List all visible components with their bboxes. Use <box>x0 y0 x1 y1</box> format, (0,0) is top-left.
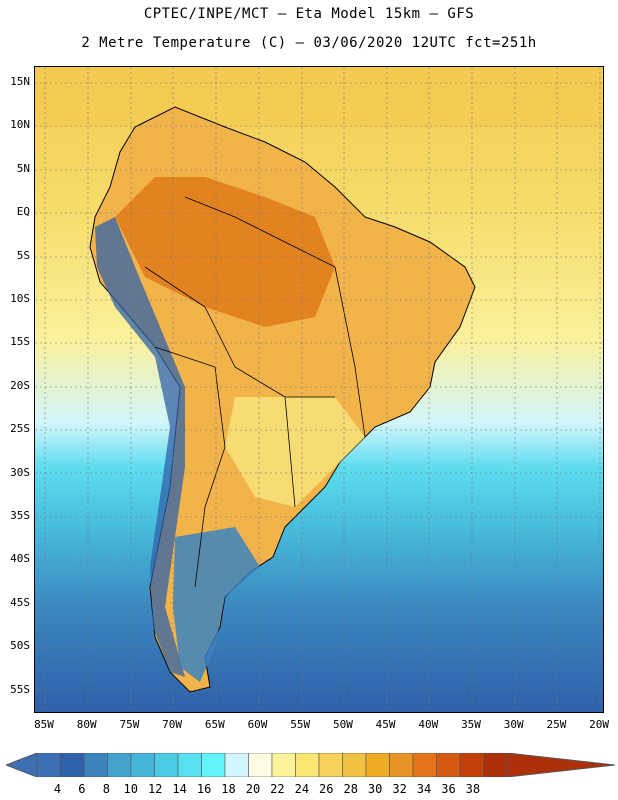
chart-subtitle: 2 Metre Temperature (C) – 03/06/2020 12U… <box>81 35 537 51</box>
colorbar-swatch <box>60 753 85 777</box>
lat-label: 25S <box>10 422 30 436</box>
andes-cool-strip <box>95 217 185 677</box>
country-borders <box>144 196 366 588</box>
colorbar-swatch <box>412 753 437 777</box>
lon-label: 20W <box>589 718 610 731</box>
lat-label: 5N <box>16 161 30 175</box>
lat-label: 10S <box>10 292 30 305</box>
colorbar-swatch <box>318 753 343 777</box>
colorbar-label: 38 <box>465 782 481 796</box>
lat-label: EQ <box>16 205 30 219</box>
chart-title: CPTEC/INPE/MCT – Eta Model 15km – GFS <box>143 6 475 22</box>
lat-label: 55S <box>10 682 30 696</box>
colorbar <box>6 753 616 777</box>
lon-label: 70W <box>162 718 183 731</box>
ocean-warm-band <box>35 67 603 127</box>
lon-label: 75W <box>119 718 140 731</box>
colorbar-label: 36 <box>441 782 456 796</box>
colorbar-label: 8 <box>102 782 110 796</box>
colorbar-label: 28 <box>343 782 358 796</box>
colorbar-label: 32 <box>392 782 407 796</box>
colorbar-swatch <box>436 753 461 777</box>
colorbar-label: 22 <box>270 782 285 796</box>
lat-label: 30S <box>10 465 30 479</box>
colorbar-swatch <box>295 753 320 777</box>
lon-label: 60W <box>247 718 268 731</box>
colorbar-swatch <box>154 753 179 777</box>
colorbar-swatch <box>36 753 61 777</box>
lon-label: 65W <box>204 718 225 731</box>
lat-label: 5S <box>16 248 30 262</box>
colorbar-label: 14 <box>172 782 187 796</box>
lat-label: 15N <box>10 75 30 88</box>
colorbar-swatch <box>201 753 226 777</box>
lat-label: 45S <box>10 595 30 609</box>
colorbar-over-arrow <box>506 753 616 777</box>
lat-label: 10N <box>10 118 30 132</box>
colorbar-label: 10 <box>123 782 138 796</box>
colorbar-label: 26 <box>319 782 334 796</box>
lon-label: 40W <box>418 718 439 731</box>
lat-label: 35S <box>10 509 30 522</box>
lon-label: 25W <box>546 718 567 731</box>
colorbar-swatch <box>389 753 414 777</box>
colorbar-swatch <box>224 753 249 777</box>
colorbar-label: 16 <box>196 782 212 796</box>
lon-label: 45W <box>375 718 396 731</box>
lat-label: 20S <box>10 378 30 392</box>
temperature-map <box>34 66 604 713</box>
amazon-hot-region <box>115 177 335 327</box>
colorbar-swatch <box>130 753 155 777</box>
colorbar-label: 18 <box>221 782 236 796</box>
colorbar-label: 20 <box>245 782 261 796</box>
lat-label: 15S <box>10 335 30 349</box>
colorbar-swatch <box>271 753 296 777</box>
colorbar-swatch <box>459 753 484 777</box>
lon-label: 85W <box>34 718 54 731</box>
colorbar-swatch <box>483 753 508 777</box>
lon-label: 80W <box>76 718 97 731</box>
colorbar-label: 24 <box>294 782 310 796</box>
lon-label: 50W <box>332 718 353 731</box>
colorbar-swatch <box>365 753 390 777</box>
lat-label: 40S <box>10 552 30 566</box>
map-canvas <box>35 67 603 712</box>
colorbar-label: 6 <box>78 782 86 796</box>
lat-lon-grid <box>35 67 603 712</box>
southern-brazil-mild <box>225 397 365 507</box>
lon-label: 55W <box>290 718 311 731</box>
colorbar-swatch <box>107 753 132 777</box>
colorbar-label: 12 <box>147 782 163 796</box>
lon-label: 35W <box>461 718 481 731</box>
colorbar-swatch <box>248 753 273 777</box>
colorbar-label: 4 <box>53 782 62 796</box>
colorbar-swatch <box>342 753 367 777</box>
colorbar-swatch <box>83 753 108 777</box>
lon-label: 30W <box>503 718 524 731</box>
colorbar-label: 34 <box>416 782 432 796</box>
colorbar-swatch <box>177 753 202 777</box>
colorbar-under-arrow <box>6 753 38 777</box>
patagonia-cold <box>173 527 260 682</box>
colorbar-label: 30 <box>367 782 383 796</box>
lat-label: 50S <box>10 639 30 653</box>
